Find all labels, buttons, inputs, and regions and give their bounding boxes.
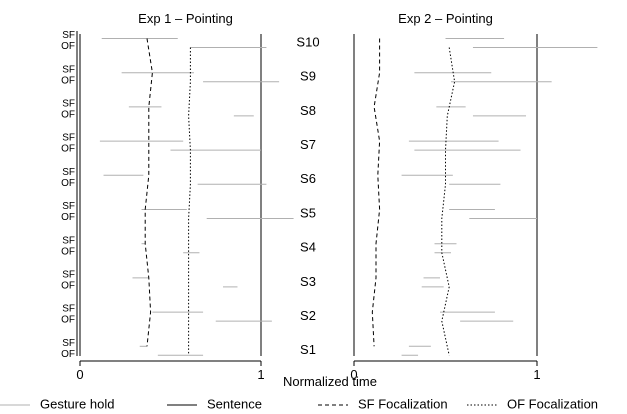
row-label-of-s7: OF	[61, 144, 75, 155]
row-label-sf-s5: SF	[62, 201, 75, 212]
row-label-of-s3: OF	[61, 281, 75, 292]
x-axis-label: Normalized time	[283, 374, 377, 389]
row-label-sf-s6: SF	[62, 167, 75, 178]
legend-label: OF Focalization	[507, 396, 598, 411]
panel-2-sf-focalization-line	[371, 38, 381, 347]
row-label-sf-s8: SF	[62, 99, 75, 110]
panel-2-of-focalization-line	[441, 47, 456, 356]
legend-item-of-focalization: OF Focalization	[467, 396, 598, 411]
row-label-of-s9: OF	[61, 75, 75, 86]
row-label-sf-s1: SF	[62, 338, 75, 349]
legend-item-sentence: Sentence	[167, 396, 262, 411]
row-label-of-s5: OF	[61, 212, 75, 223]
row-label-of-s10: OF	[61, 41, 75, 52]
row-label-of-s1: OF	[61, 349, 75, 360]
row-label-sf-s7: SF	[62, 133, 75, 144]
subject-label-s4: S4	[300, 240, 316, 255]
legend-label: SF Focalization	[358, 396, 448, 411]
panel-2-title: Exp 2 – Pointing	[398, 11, 493, 26]
panel-1-sf-focalization-line	[144, 38, 153, 347]
subject-label-s8: S8	[300, 103, 316, 118]
row-label-of-s2: OF	[61, 315, 75, 326]
row-label-sf-s9: SF	[62, 64, 75, 75]
subject-label-s5: S5	[300, 205, 316, 220]
subject-label-s6: S6	[300, 171, 316, 186]
panel-2-x-tick-label-1: 1	[533, 367, 540, 382]
panel-1-x-tick-label-0: 0	[76, 367, 83, 382]
legend-item-sf-focalization: SF Focalization	[318, 396, 448, 411]
row-label-of-s4: OF	[61, 246, 75, 257]
panel-1-of-focalization-line	[188, 47, 191, 356]
row-label-of-s6: OF	[61, 178, 75, 189]
row-label-sf-s2: SF	[62, 304, 75, 315]
panel-1-x-tick-label-1: 1	[257, 367, 264, 382]
panel-2: Exp 2 – Pointing 0 1	[350, 11, 598, 382]
subject-label-s2: S2	[300, 308, 316, 323]
subject-label-s3: S3	[300, 274, 316, 289]
panel-2-x-tick-label-0: 0	[350, 367, 357, 382]
panel-1: Exp 1 – Pointing 0 1	[76, 11, 294, 382]
legend: Gesture hold Sentence SF Focalization OF Fo…	[0, 396, 598, 411]
subject-label-s10: S10	[296, 34, 319, 49]
legend-label: Gesture hold	[40, 396, 114, 411]
row-label-sf-s3: SF	[62, 270, 75, 281]
legend-label: Sentence	[207, 396, 262, 411]
legend-item-gesture-hold: Gesture hold	[0, 396, 114, 411]
subject-label-s7: S7	[300, 137, 316, 152]
row-label-sf-s4: SF	[62, 235, 75, 246]
subject-label-s1: S1	[300, 342, 316, 357]
panel-1-title: Exp 1 – Pointing	[138, 11, 233, 26]
subject-label-s9: S9	[300, 69, 316, 84]
row-label-sf-s10: SF	[62, 30, 75, 41]
row-label-of-s8: OF	[61, 110, 75, 121]
